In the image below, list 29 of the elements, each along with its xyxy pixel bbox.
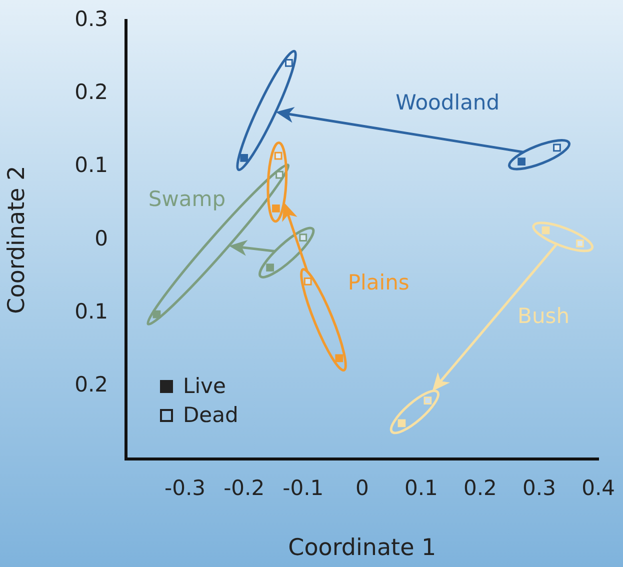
- y-tick-label: 0.2: [74, 80, 108, 104]
- point: [272, 204, 280, 212]
- text: Swamp: [148, 186, 226, 211]
- y-tick-label: 0.3: [74, 7, 108, 32]
- y-tick-label: 0.1: [74, 153, 108, 178]
- point: [266, 264, 274, 272]
- x-tick-label: -0.1: [282, 476, 324, 500]
- y-tick-label: 0.1: [74, 299, 108, 324]
- text: Bush: [518, 304, 570, 328]
- point: [518, 158, 526, 166]
- x-tick-label: -0.3: [164, 476, 206, 500]
- annotation: Live: [183, 373, 226, 400]
- y-axis-title: Coordinate 2: [4, 166, 30, 314]
- point: [240, 154, 248, 162]
- x-tick-label: 0: [355, 476, 369, 500]
- point: [335, 354, 344, 362]
- text: Woodland: [396, 90, 500, 114]
- y-tick-label: 0: [94, 226, 108, 250]
- x-axis-title: Coordinate 1: [288, 535, 436, 562]
- annotation: Dead: [183, 402, 238, 429]
- x-tick-label: 0.2: [464, 476, 497, 500]
- x-tick-label: 0.1: [404, 476, 438, 500]
- y-tick-label: 0.2: [74, 372, 108, 396]
- point: [542, 226, 550, 234]
- x-tick-label: -0.2: [224, 476, 265, 500]
- point: [398, 419, 406, 428]
- x-tick-label: 0.3: [522, 476, 556, 500]
- x-tick-label: 0.4: [582, 476, 616, 500]
- series-label: Plains: [348, 270, 410, 294]
